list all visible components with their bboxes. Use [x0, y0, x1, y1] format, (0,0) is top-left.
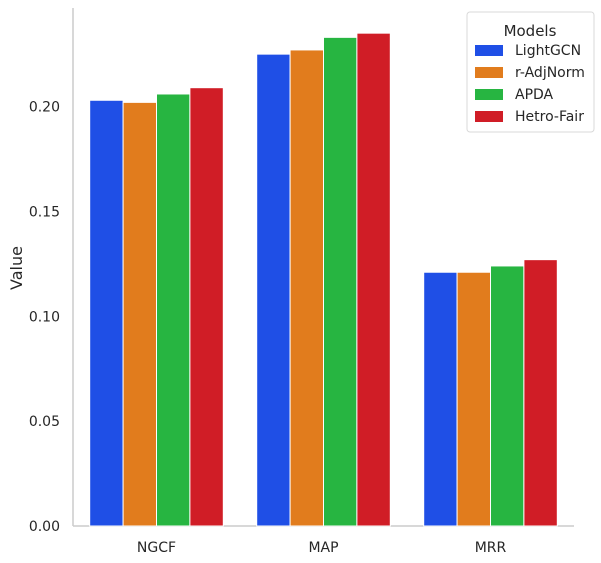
x-tick-label: MRR: [475, 540, 507, 556]
legend: Models LightGCN r-AdjNorm APDA Hetro-Fair: [466, 11, 595, 133]
legend-label: APDA: [515, 87, 554, 103]
x-tick-label: NGCF: [137, 540, 176, 556]
legend-title: Models: [504, 22, 557, 40]
x-ticks: NGCF MAP MRR: [137, 540, 507, 556]
y-tick-label: 0.00: [29, 519, 60, 535]
legend-items: LightGCN r-AdjNorm APDA Hetro-Fair: [475, 43, 585, 125]
bar-hetro-fair-mrr: [523, 259, 558, 527]
x-tick-label: MAP: [308, 540, 338, 556]
bar-lightgcn-ngcf: [89, 99, 124, 527]
legend-swatch: [475, 111, 503, 122]
legend-swatch: [475, 89, 503, 100]
legend-swatch: [475, 67, 503, 78]
y-tick-label: 0.10: [29, 309, 60, 325]
bars: [89, 32, 558, 527]
bar-hetro-fair-map: [356, 32, 391, 527]
bar-lightgcn-map: [256, 53, 291, 527]
bar-hetro-fair-ngcf: [189, 87, 224, 527]
bar-r-adjnorm-mrr: [456, 271, 492, 527]
bar-apda-map: [323, 36, 358, 527]
legend-swatch: [475, 45, 503, 56]
y-tick-label: 0.15: [29, 204, 60, 220]
y-tick-label: 0.05: [29, 414, 60, 430]
y-axis-title: Value: [7, 246, 26, 290]
legend-label: r-AdjNorm: [515, 65, 585, 81]
legend-label: LightGCN: [515, 43, 581, 59]
y-ticks: 0.00 0.05 0.10 0.15 0.20: [29, 100, 60, 535]
legend-label: Hetro-Fair: [515, 109, 584, 125]
bar-apda-ngcf: [156, 93, 191, 527]
bar-r-adjnorm-map: [289, 49, 325, 527]
y-tick-label: 0.20: [29, 100, 60, 116]
bar-apda-mrr: [490, 265, 525, 527]
legend-frame: [466, 11, 595, 133]
bar-lightgcn-mrr: [423, 271, 458, 527]
bar-r-adjnorm-ngcf: [122, 101, 157, 527]
